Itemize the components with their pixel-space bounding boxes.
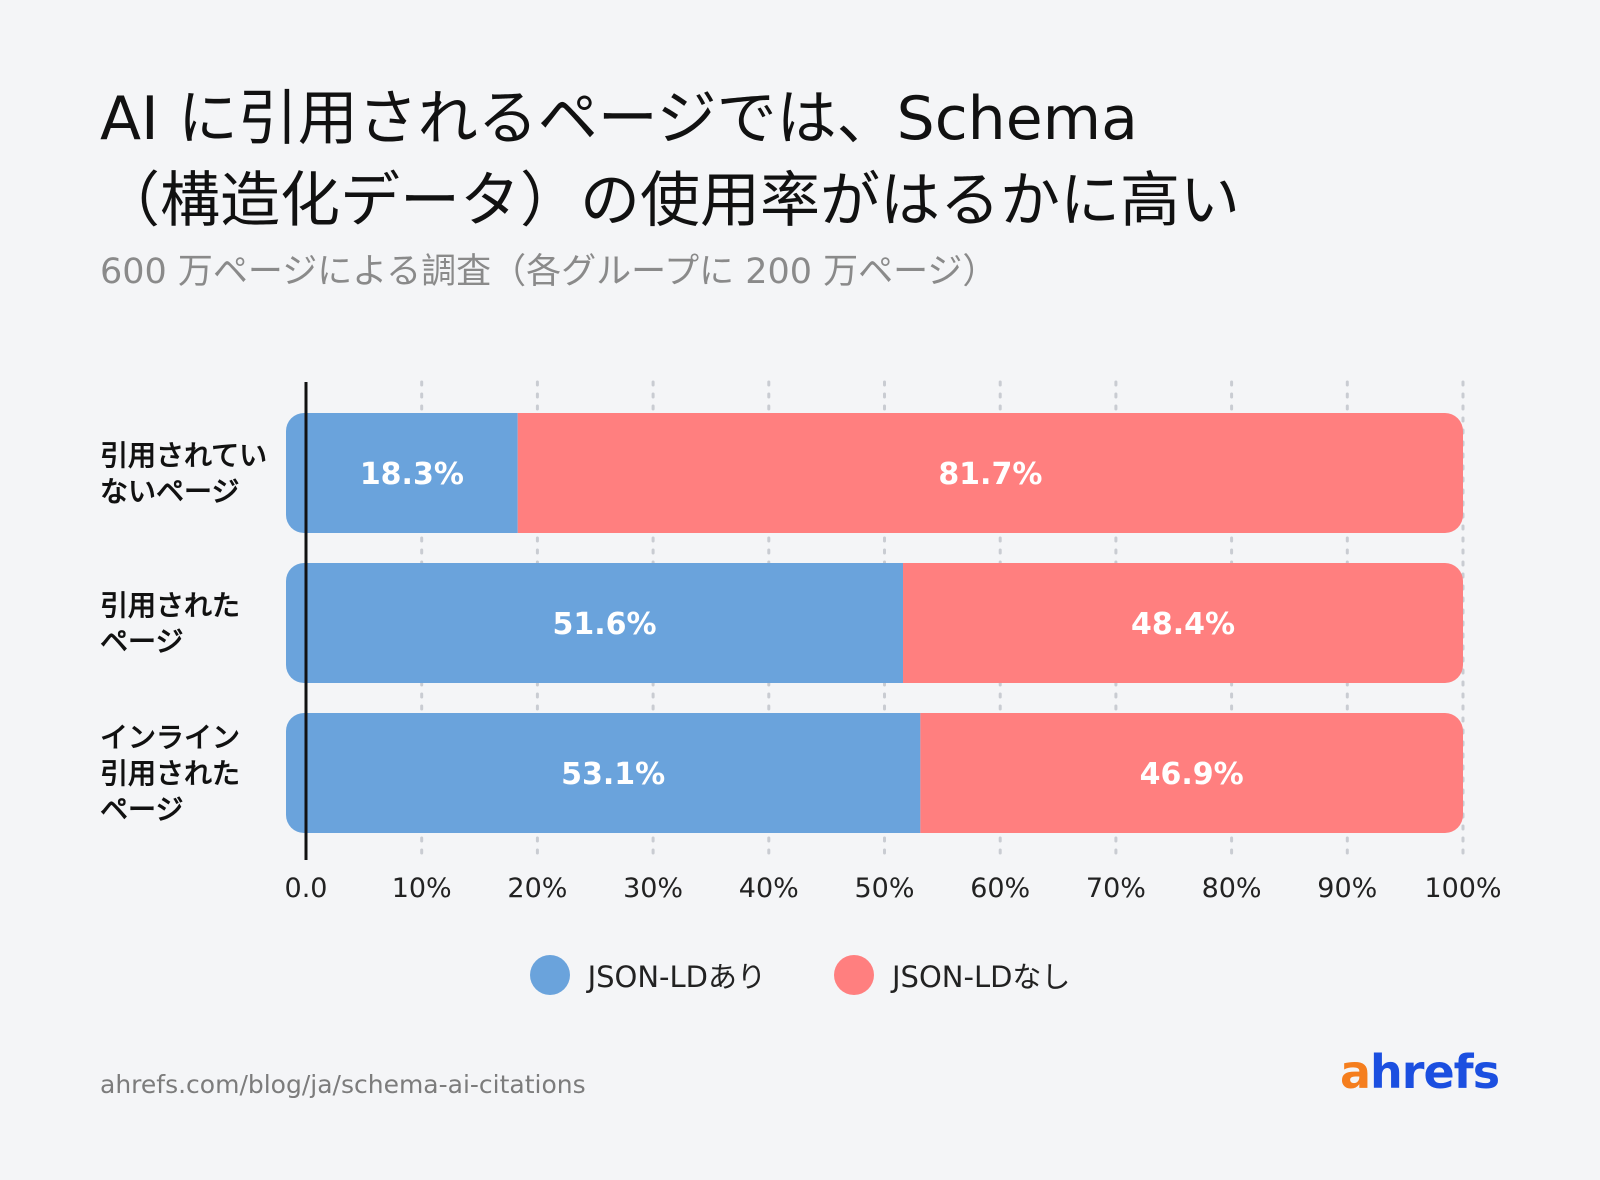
x-tick-label-100: 100% — [1424, 873, 1501, 904]
data-label-2-0: 53.1% — [561, 757, 665, 792]
bar-segment-0-0 — [286, 413, 518, 533]
category-label-1-0: 引用された — [100, 589, 240, 622]
bar-segment-0-1 — [517, 413, 1463, 533]
logo-letter-a: a — [1340, 1045, 1371, 1099]
legend: JSON-LDあり JSON-LDなし — [0, 945, 1600, 1005]
category-label-2-2: ページ — [100, 793, 183, 826]
x-tick-label-70: 70% — [1086, 873, 1146, 904]
bar-row-0 — [286, 413, 1463, 533]
legend-label-with-jsonld: JSON-LDあり — [587, 960, 766, 994]
category-label-0-1: ないページ — [100, 475, 239, 508]
bar-row-2 — [286, 713, 1463, 833]
bar-row-1 — [286, 563, 1463, 683]
x-tick-label-90: 90% — [1317, 873, 1377, 904]
logo-letters-hrefs: hrefs — [1370, 1045, 1500, 1099]
chart-subtitle: 600 万ページによる調査（各グループに 200 万ページ） — [100, 252, 998, 292]
bar-segment-2-1 — [920, 713, 1463, 833]
chart-title-line-2: （構造化データ）の使用率がはるかに高い — [100, 166, 1240, 236]
x-tick-label-50: 50% — [854, 873, 914, 904]
x-tick-label-0: 0.0 — [285, 873, 328, 904]
chart-title: AI に引用されるページでは、Schema （構造化データ）の使用率がはるかに高… — [100, 78, 1520, 242]
data-label-1-1: 48.4% — [1131, 607, 1235, 642]
data-label-1-0: 51.6% — [552, 607, 656, 642]
source-url: ahrefs.com/blog/ja/schema-ai-citations — [100, 1070, 586, 1099]
category-label-0-0: 引用されてい — [100, 439, 267, 472]
x-tick-label-10: 10% — [392, 873, 452, 904]
ahrefs-logo: ahrefs — [1340, 1045, 1500, 1099]
x-tick-label-60: 60% — [970, 873, 1030, 904]
legend-item-with-jsonld: JSON-LDあり — [529, 954, 766, 996]
x-tick-label-80: 80% — [1202, 873, 1262, 904]
legend-label-without-jsonld: JSON-LDなし — [892, 960, 1071, 994]
legend-item-without-jsonld: JSON-LDなし — [834, 954, 1070, 996]
x-tick-label-20: 20% — [507, 873, 567, 904]
category-label-1-1: ページ — [100, 625, 183, 658]
bar-segment-1-1 — [903, 563, 1463, 683]
category-label-2-0: インライン — [100, 721, 240, 754]
data-label-0-1: 81.7% — [938, 457, 1042, 492]
bar-segment-2-0 — [286, 713, 921, 833]
category-label-2-1: 引用された — [100, 757, 240, 790]
bar-segment-1-0 — [286, 563, 904, 683]
x-tick-label-30: 30% — [623, 873, 683, 904]
chart-title-line-1: AI に引用されるページでは、Schema — [100, 84, 1138, 154]
data-label-0-0: 18.3% — [360, 457, 464, 492]
x-tick-label-40: 40% — [739, 873, 799, 904]
data-label-2-1: 46.9% — [1140, 757, 1244, 792]
legend-swatch-with-jsonld — [529, 955, 570, 995]
legend-swatch-without-jsonld — [834, 955, 874, 995]
